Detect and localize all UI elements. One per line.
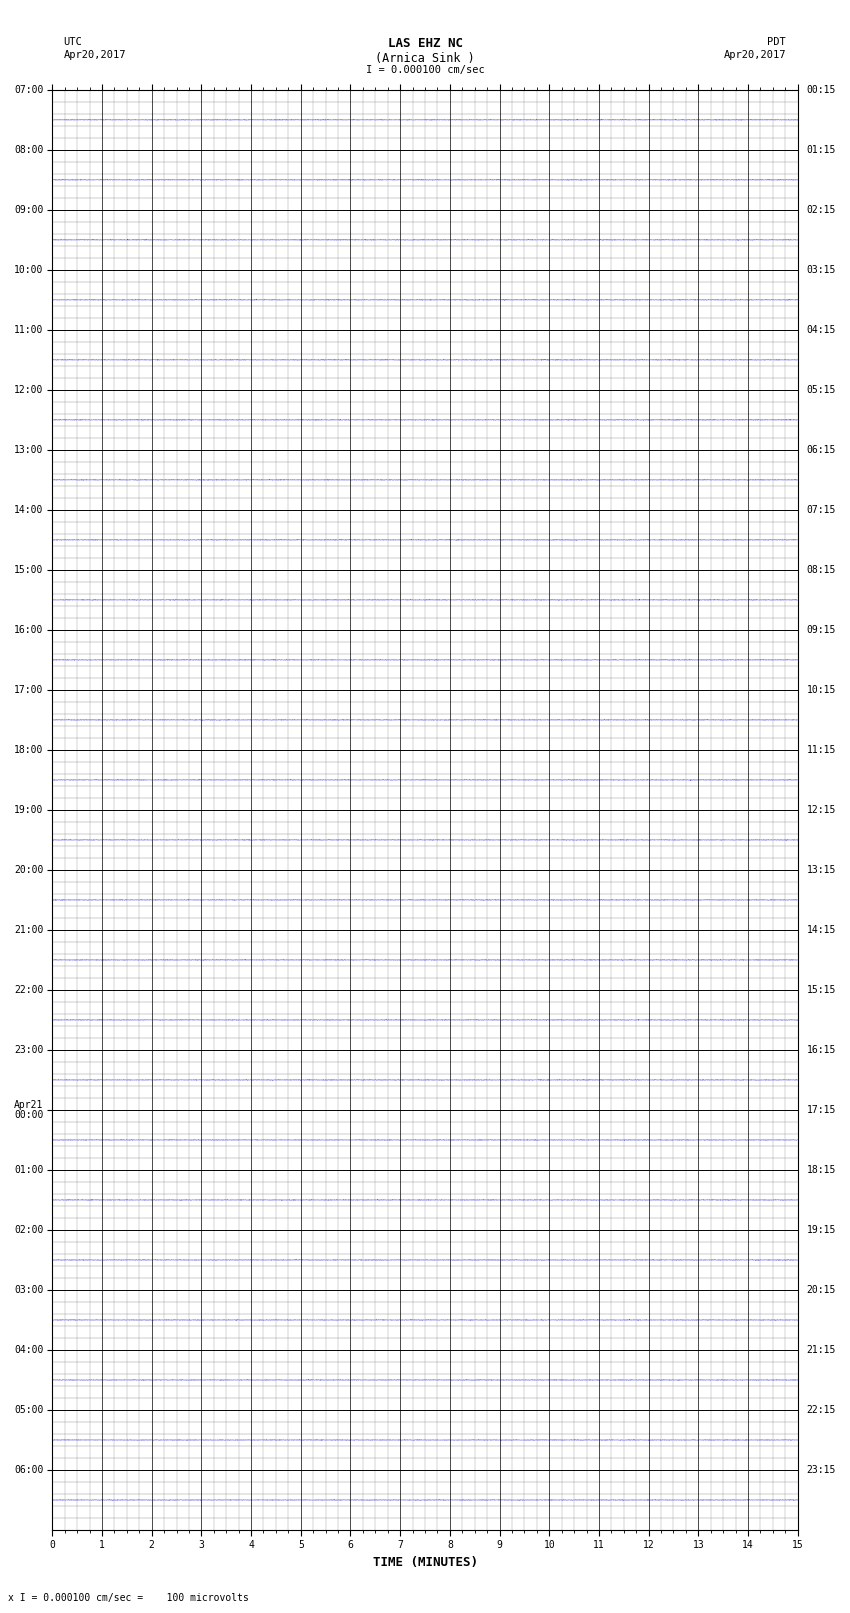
- Text: 05:15: 05:15: [807, 386, 836, 395]
- Text: 23:00: 23:00: [14, 1045, 43, 1055]
- Text: 08:00: 08:00: [14, 145, 43, 155]
- Text: 09:15: 09:15: [807, 624, 836, 636]
- Text: 19:15: 19:15: [807, 1224, 836, 1236]
- Text: 12:15: 12:15: [807, 805, 836, 815]
- Text: 04:15: 04:15: [807, 324, 836, 336]
- Text: 17:00: 17:00: [14, 686, 43, 695]
- Text: 03:15: 03:15: [807, 265, 836, 274]
- Text: 18:00: 18:00: [14, 745, 43, 755]
- Text: Apr20,2017: Apr20,2017: [64, 50, 127, 60]
- Text: 04:00: 04:00: [14, 1345, 43, 1355]
- Text: 13:00: 13:00: [14, 445, 43, 455]
- Text: 00:15: 00:15: [807, 85, 836, 95]
- Text: 20:00: 20:00: [14, 865, 43, 874]
- Text: 15:15: 15:15: [807, 986, 836, 995]
- Text: 06:00: 06:00: [14, 1465, 43, 1474]
- Text: 11:15: 11:15: [807, 745, 836, 755]
- Text: 03:00: 03:00: [14, 1286, 43, 1295]
- Text: LAS EHZ NC: LAS EHZ NC: [388, 37, 462, 50]
- Text: 22:15: 22:15: [807, 1405, 836, 1415]
- Text: 02:15: 02:15: [807, 205, 836, 215]
- Text: 05:00: 05:00: [14, 1405, 43, 1415]
- Text: 01:00: 01:00: [14, 1165, 43, 1174]
- Text: UTC: UTC: [64, 37, 82, 47]
- Text: 06:15: 06:15: [807, 445, 836, 455]
- Text: 13:15: 13:15: [807, 865, 836, 874]
- Text: 20:15: 20:15: [807, 1286, 836, 1295]
- Text: 14:15: 14:15: [807, 924, 836, 936]
- Text: 23:15: 23:15: [807, 1465, 836, 1474]
- Text: 10:00: 10:00: [14, 265, 43, 274]
- Text: 07:00: 07:00: [14, 85, 43, 95]
- Text: (Arnica Sink ): (Arnica Sink ): [375, 52, 475, 65]
- Text: Apr21: Apr21: [14, 1100, 43, 1110]
- Text: 18:15: 18:15: [807, 1165, 836, 1174]
- Text: 21:15: 21:15: [807, 1345, 836, 1355]
- Text: 08:15: 08:15: [807, 565, 836, 574]
- Text: 21:00: 21:00: [14, 924, 43, 936]
- Text: 14:00: 14:00: [14, 505, 43, 515]
- X-axis label: TIME (MINUTES): TIME (MINUTES): [372, 1557, 478, 1569]
- Text: Apr20,2017: Apr20,2017: [723, 50, 786, 60]
- Text: 01:15: 01:15: [807, 145, 836, 155]
- Text: 17:15: 17:15: [807, 1105, 836, 1115]
- Text: 09:00: 09:00: [14, 205, 43, 215]
- Text: 19:00: 19:00: [14, 805, 43, 815]
- Text: 22:00: 22:00: [14, 986, 43, 995]
- Text: 07:15: 07:15: [807, 505, 836, 515]
- Text: 10:15: 10:15: [807, 686, 836, 695]
- Text: 02:00: 02:00: [14, 1224, 43, 1236]
- Text: 16:00: 16:00: [14, 624, 43, 636]
- Text: x I = 0.000100 cm/sec =    100 microvolts: x I = 0.000100 cm/sec = 100 microvolts: [8, 1594, 249, 1603]
- Text: 11:00: 11:00: [14, 324, 43, 336]
- Text: I = 0.000100 cm/sec: I = 0.000100 cm/sec: [366, 65, 484, 74]
- Text: PDT: PDT: [768, 37, 786, 47]
- Text: 15:00: 15:00: [14, 565, 43, 574]
- Text: 12:00: 12:00: [14, 386, 43, 395]
- Text: 00:00: 00:00: [14, 1110, 43, 1119]
- Text: 16:15: 16:15: [807, 1045, 836, 1055]
